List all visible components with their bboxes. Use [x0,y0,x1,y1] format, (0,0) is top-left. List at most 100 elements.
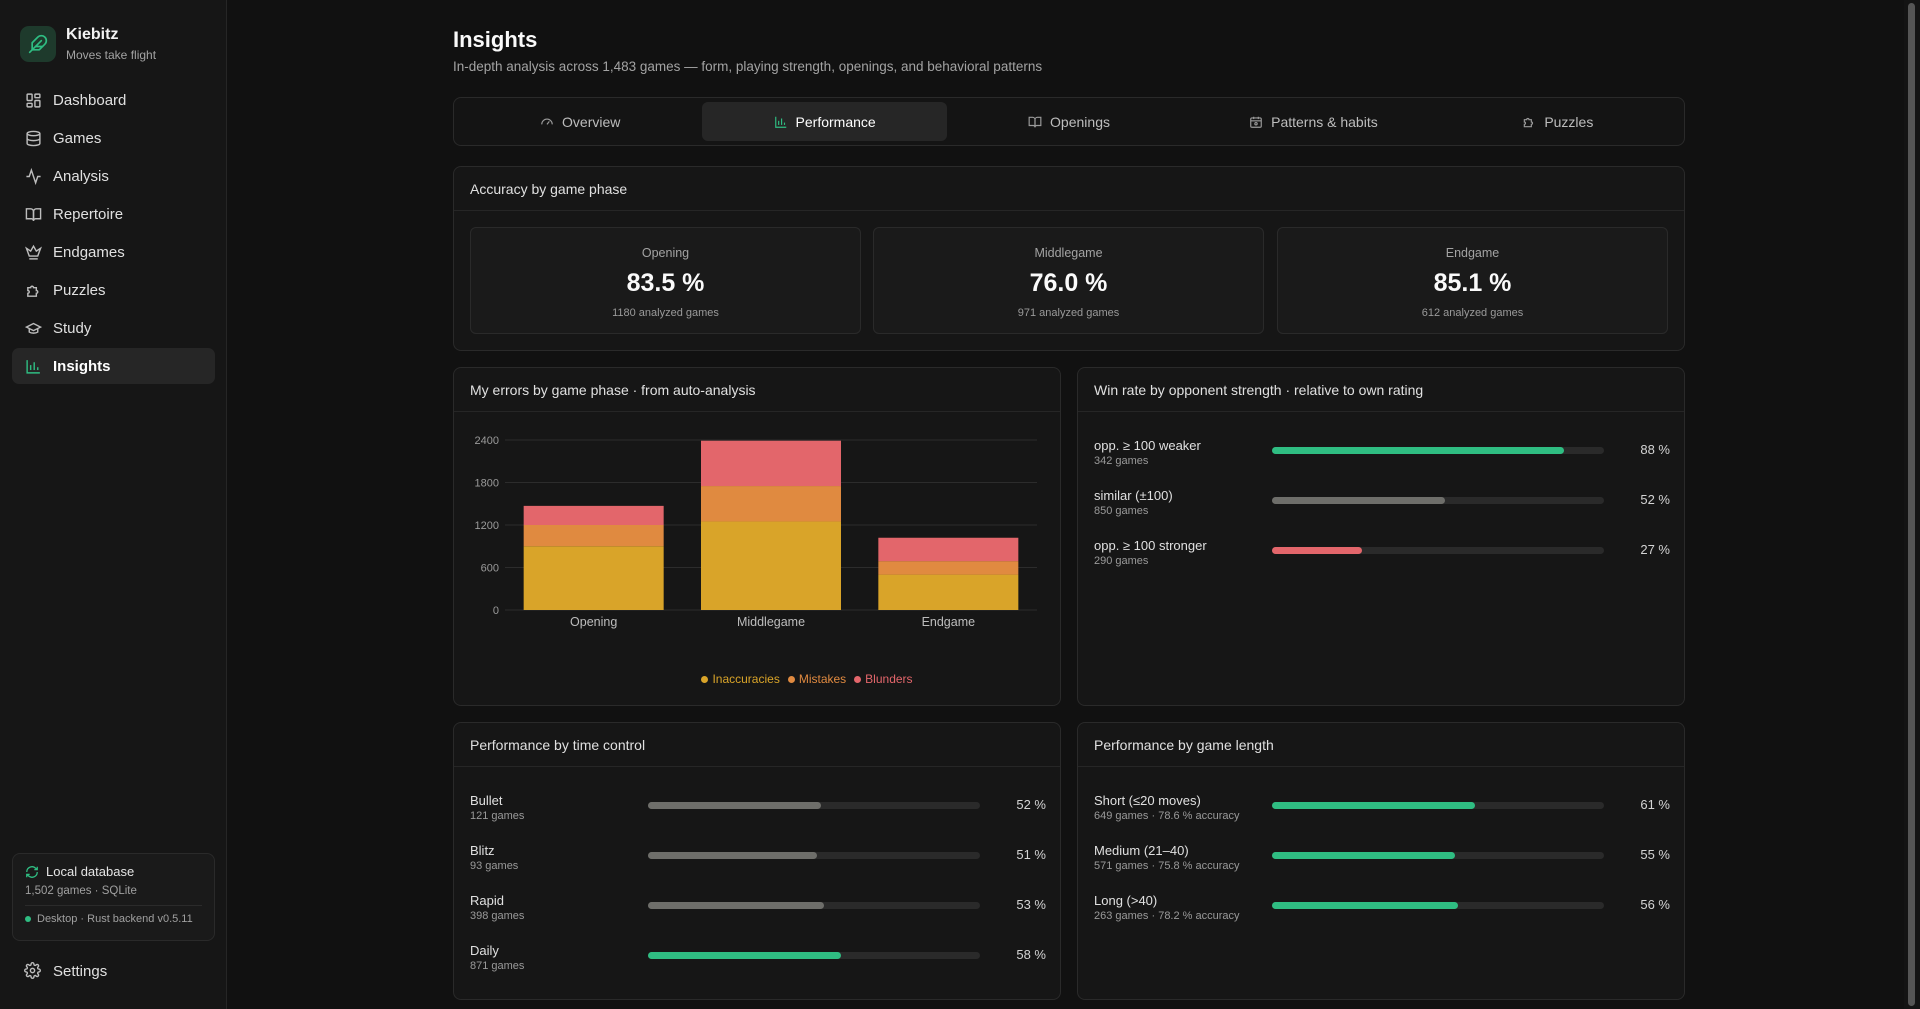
row-label: Daily [470,943,499,958]
database-title: Local database [46,864,135,879]
bar-chart-icon [24,357,42,375]
database-status-card: Local database 1,502 games · SQLite Desk… [12,853,215,941]
card-title: Performance by time control [454,723,1060,767]
tab-performance[interactable]: Performance [702,102,947,141]
y-tick-label: 2400 [475,435,499,447]
game-length-row: Long (>40) 263 games · 78.2 % accuracy 5… [1094,893,1670,929]
legend-label: Inaccuracies [712,672,780,686]
tab-label: Puzzles [1544,113,1594,130]
row-sub: 121 games [470,810,525,822]
row-label: Bullet [470,793,503,808]
sidebar-item-study[interactable]: Study [12,310,215,346]
progress-fill [1272,497,1445,504]
tab-patterns-habits[interactable]: Patterns & habits [1191,102,1435,141]
progress-fill [1272,547,1362,554]
tab-puzzles[interactable]: Puzzles [1436,102,1680,141]
feather-logo-icon [20,26,56,62]
page-subtitle: In-depth analysis across 1,483 games — f… [453,59,1043,74]
winrate-card: Win rate by opponent strength · relative… [1077,367,1685,706]
tab-overview[interactable]: Overview [458,102,702,141]
row-sub: 871 games [470,960,525,972]
backend-version: Desktop · Rust backend v0.5.11 [37,913,193,925]
phase-label: Opening [641,246,690,260]
book-open-icon [1028,115,1042,129]
book-icon [24,205,42,223]
crown-icon [24,243,42,261]
progress-fill [648,902,824,909]
row-label: Blitz [470,843,495,858]
bar-segment-inaccuracies [523,546,664,610]
sidebar-item-insights[interactable]: Insights [12,348,215,384]
bar-segment-mistakes [523,525,664,547]
progress-fill [1272,852,1455,859]
phase-games: 971 analyzed games [1017,307,1120,319]
settings-button[interactable]: Settings [12,953,215,989]
row-percent: 61 % [1640,797,1670,812]
card-title: Performance by game length [1078,723,1684,767]
tab-openings[interactable]: Openings [947,102,1191,141]
row-sub: 93 games [470,860,519,872]
winrate-row: opp. ≥ 100 weaker 342 games 88 % [1094,438,1670,474]
row-sub: 398 games [470,910,525,922]
phase-accuracy: 85.1 % [1433,269,1512,297]
sidebar-item-dashboard[interactable]: Dashboard [12,82,215,118]
row-sub: 263 games · 78.2 % accuracy [1094,910,1240,922]
row-label: Long (>40) [1094,893,1158,908]
sidebar-item-label: Dashboard [53,91,127,109]
legend-item-inaccuracies: Inaccuracies [701,672,780,686]
sidebar-item-analysis[interactable]: Analysis [12,158,215,194]
settings-label: Settings [53,962,108,980]
progress-track [1272,497,1604,504]
progress-track [1272,802,1604,809]
phase-games: 1180 analyzed games [612,307,719,319]
chart-legend: Inaccuracies Mistakes Blunders [632,672,982,686]
y-tick-label: 0 [493,605,499,617]
progress-track [648,952,980,959]
sidebar-item-games[interactable]: Games [12,120,215,156]
sidebar-item-puzzles[interactable]: Puzzles [12,272,215,308]
legend-item-mistakes: Mistakes [787,672,846,686]
row-percent: 53 % [1016,897,1046,912]
puzzle-icon [1522,115,1536,129]
row-percent: 58 % [1016,947,1046,962]
accuracy-endgame: Endgame 85.1 % 612 analyzed games [1277,227,1668,334]
sidebar-item-endgames[interactable]: Endgames [12,234,215,270]
progress-track [648,902,980,909]
brand[interactable]: Kiebitz Moves take flight [20,26,156,62]
game-length-row: Short (≤20 moves) 649 games · 78.6 % acc… [1094,793,1670,829]
bar-chart-icon [774,115,788,129]
phase-accuracy: 83.5 % [626,269,705,297]
app-tagline: Moves take flight [66,48,157,62]
progress-track [648,852,980,859]
bar-segment-mistakes [878,561,1019,575]
tab-bar: Overview Performance Openings Patterns &… [453,97,1685,146]
phase-label: Middlegame [1034,246,1103,260]
row-sub: 571 games · 75.8 % accuracy [1094,860,1240,872]
sidebar-item-label: Puzzles [53,281,106,299]
gear-icon [24,962,42,980]
row-label: Short (≤20 moves) [1094,793,1201,808]
tab-label: Openings [1050,113,1110,130]
row-percent: 88 % [1640,442,1670,457]
sidebar-nav: Dashboard Games Analysis Repertoire Endg… [12,82,215,386]
accuracy-opening: Opening 83.5 % 1180 analyzed games [470,227,861,334]
row-percent: 55 % [1640,847,1670,862]
row-label: opp. ≥ 100 stronger [1094,538,1207,553]
sidebar-item-repertoire[interactable]: Repertoire [12,196,215,232]
scrollbar[interactable] [1904,0,1920,1009]
tab-label: Patterns & habits [1271,113,1378,130]
sidebar: Kiebitz Moves take flight Dashboard Game… [0,0,227,1009]
progress-track [1272,447,1604,454]
legend-label: Blunders [865,672,913,686]
scrollbar-thumb[interactable] [1908,3,1915,1006]
card-title: Win rate by opponent strength · relative… [1078,368,1684,412]
sidebar-item-label: Analysis [53,167,109,185]
time-control-card: Performance by time control Bullet 121 g… [453,722,1061,1000]
x-tick-label: Middlegame [737,615,805,629]
status-dot-icon [25,916,31,922]
progress-fill [1272,447,1565,454]
row-label: opp. ≥ 100 weaker [1094,438,1201,453]
x-tick-label: Endgame [922,615,976,629]
game-length-card: Performance by game length Short (≤20 mo… [1077,722,1685,1000]
card-title: My errors by game phase · from auto-anal… [454,368,1060,412]
